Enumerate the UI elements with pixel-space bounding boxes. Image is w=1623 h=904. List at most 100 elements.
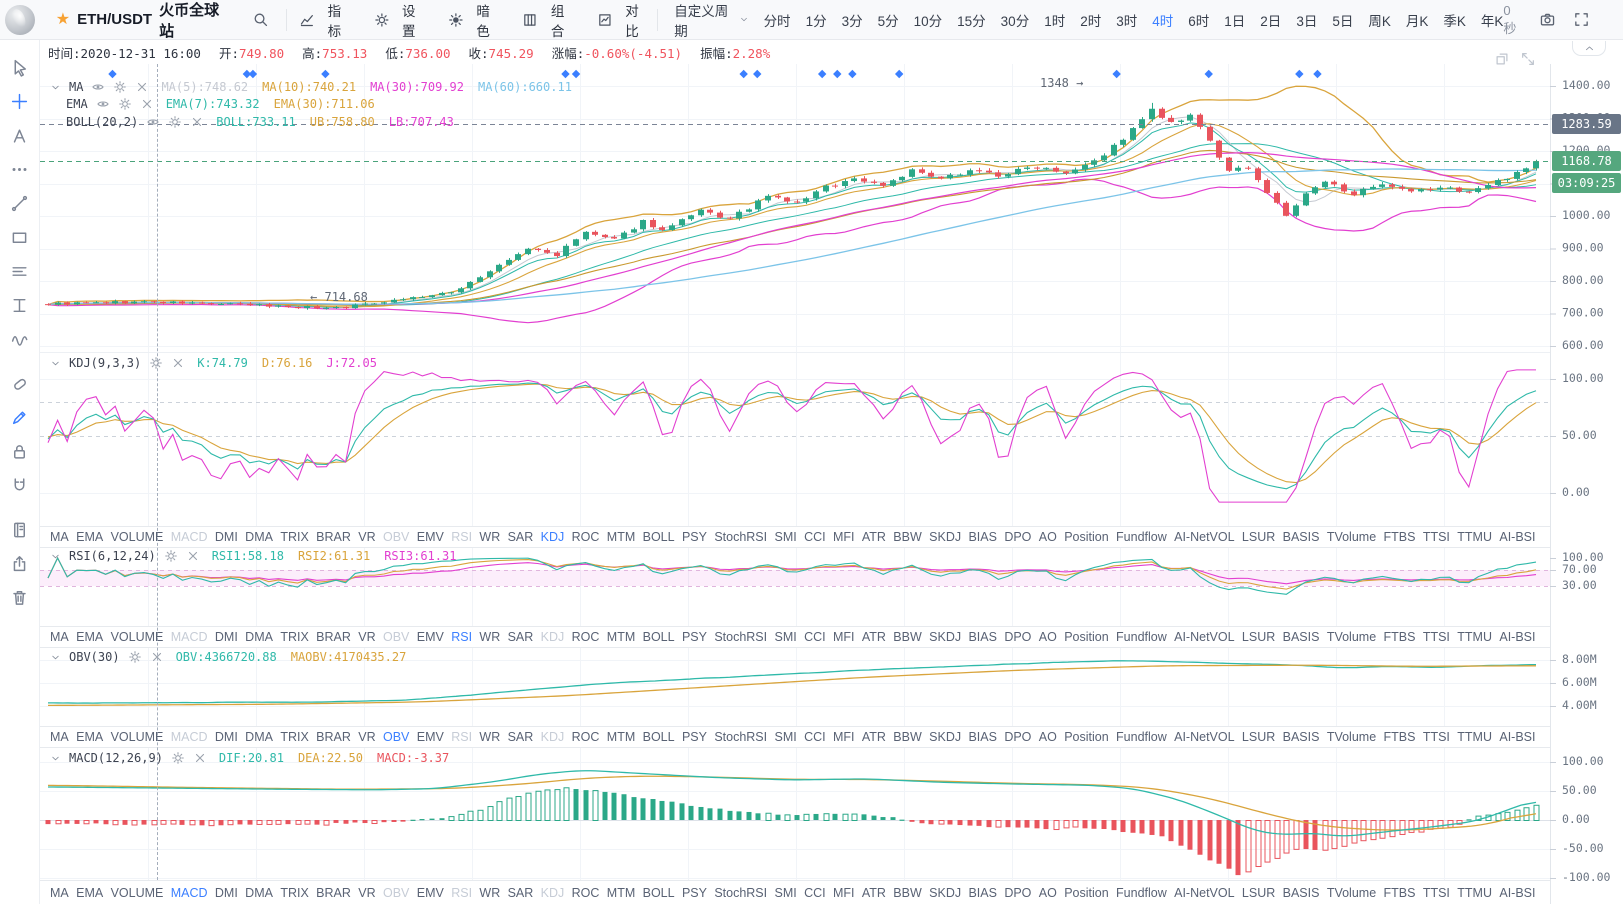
menu-theme[interactable]: 暗色: [448, 0, 496, 40]
tab-brar[interactable]: BRAR: [316, 885, 351, 900]
tab-tvolume[interactable]: TVolume: [1326, 630, 1377, 644]
tab-ema[interactable]: EMA: [76, 885, 104, 900]
legend-name[interactable]: KDJ(9,3,3): [69, 356, 142, 370]
tab-mfi[interactable]: MFI: [832, 730, 855, 744]
tab-ema[interactable]: EMA: [76, 530, 104, 544]
tab-ttmu[interactable]: TTMU: [1457, 630, 1492, 644]
tab-atr[interactable]: ATR: [861, 530, 886, 544]
tab-ai-bsi[interactable]: AI-BSI: [1499, 885, 1536, 900]
timeframe-分时[interactable]: 分时: [763, 13, 791, 29]
tab-fundflow[interactable]: Fundflow: [1116, 530, 1167, 544]
tab-bias[interactable]: BIAS: [968, 530, 997, 544]
tab-obv[interactable]: OBV: [382, 730, 410, 744]
tab-rsi[interactable]: RSI: [451, 630, 473, 644]
tab-ftbs[interactable]: FTBS: [1383, 730, 1416, 744]
tab-vr[interactable]: VR: [358, 730, 376, 744]
tab-dmi[interactable]: DMI: [214, 530, 238, 544]
tab-sar[interactable]: SAR: [507, 530, 534, 544]
indicator-settings-icon[interactable]: [164, 549, 178, 563]
tab-fundflow[interactable]: Fundflow: [1116, 730, 1167, 744]
tab-tvolume[interactable]: TVolume: [1326, 530, 1377, 544]
tab-skdj[interactable]: SKDJ: [929, 730, 962, 744]
timeframe-3日[interactable]: 3日: [1296, 13, 1318, 29]
tab-psy[interactable]: PSY: [681, 530, 707, 544]
tab-atr[interactable]: ATR: [861, 885, 886, 900]
tab-rsi[interactable]: RSI: [451, 530, 473, 544]
pen-tool[interactable]: [7, 406, 33, 428]
tab-skdj[interactable]: SKDJ: [929, 885, 962, 900]
timeframe-15分[interactable]: 15分: [957, 13, 986, 29]
tab-brar[interactable]: BRAR: [316, 730, 351, 744]
tab-kdj[interactable]: KDJ: [540, 730, 565, 744]
tab-smi[interactable]: SMI: [774, 530, 797, 544]
tab-vr[interactable]: VR: [358, 885, 376, 900]
tab-trix[interactable]: TRIX: [280, 730, 309, 744]
tab-boll[interactable]: BOLL: [642, 730, 675, 744]
tab-emv[interactable]: EMV: [416, 530, 444, 544]
tab-mfi[interactable]: MFI: [832, 885, 855, 900]
remove-indicator-icon[interactable]: [135, 80, 149, 94]
remove-indicator-icon[interactable]: [193, 751, 207, 765]
tab-skdj[interactable]: SKDJ: [929, 630, 962, 644]
tab-boll[interactable]: BOLL: [642, 630, 675, 644]
timeframe-4时[interactable]: 4时: [1152, 13, 1174, 29]
indicator-settings-icon[interactable]: [149, 356, 163, 370]
tab-rsi[interactable]: RSI: [451, 730, 473, 744]
tab-mtm[interactable]: MTM: [606, 630, 636, 644]
timeframe-2日[interactable]: 2日: [1260, 13, 1282, 29]
crosshair-tool[interactable]: [7, 90, 33, 112]
tab-ttmu[interactable]: TTMU: [1457, 885, 1492, 900]
tab-ttsi[interactable]: TTSI: [1422, 530, 1450, 544]
tab-macd[interactable]: MACD: [170, 885, 208, 900]
tab-dma[interactable]: DMA: [245, 885, 273, 900]
tab-wr[interactable]: WR: [479, 885, 501, 900]
tab-ttsi[interactable]: TTSI: [1422, 730, 1450, 744]
tab-ai-netvol[interactable]: AI-NetVOL: [1174, 530, 1235, 544]
indicator-settings-icon[interactable]: [168, 115, 182, 129]
tab-ao[interactable]: AO: [1038, 730, 1057, 744]
rectangle-tool[interactable]: [7, 226, 33, 248]
tab-stochrsi[interactable]: StochRSI: [714, 630, 768, 644]
tab-atr[interactable]: ATR: [861, 730, 886, 744]
tab-ttmu[interactable]: TTMU: [1457, 530, 1492, 544]
legend-name[interactable]: OBV(30): [69, 650, 120, 664]
tab-bbw[interactable]: BBW: [893, 530, 922, 544]
cursor-tool[interactable]: [7, 56, 33, 78]
timeframe-1日[interactable]: 1日: [1224, 13, 1246, 29]
notebook-tool[interactable]: [7, 518, 33, 540]
timeframe-10分[interactable]: 10分: [913, 13, 943, 29]
menu-compare[interactable]: 对比: [597, 0, 645, 40]
custom-period-dropdown[interactable]: 自定义周期: [674, 0, 748, 40]
tab-obv[interactable]: OBV: [382, 630, 410, 644]
channel-tool[interactable]: [7, 260, 33, 282]
tab-volume[interactable]: VOLUME: [110, 530, 164, 544]
tab-dmi[interactable]: DMI: [214, 630, 238, 644]
tab-vr[interactable]: VR: [358, 530, 376, 544]
search-button[interactable]: [247, 6, 275, 34]
tab-cci[interactable]: CCI: [804, 630, 826, 644]
measure-tool[interactable]: [7, 158, 33, 180]
tab-cci[interactable]: CCI: [804, 730, 826, 744]
tab-boll[interactable]: BOLL: [642, 885, 675, 900]
tab-kdj[interactable]: KDJ: [540, 885, 565, 900]
tab-trix[interactable]: TRIX: [280, 630, 309, 644]
timeframe-季K[interactable]: 季K: [1443, 13, 1466, 29]
tab-ttsi[interactable]: TTSI: [1422, 885, 1450, 900]
timeframe-5日[interactable]: 5日: [1332, 13, 1354, 29]
tab-atr[interactable]: ATR: [861, 630, 886, 644]
tab-smi[interactable]: SMI: [774, 885, 797, 900]
tab-trix[interactable]: TRIX: [280, 885, 309, 900]
tab-ai-netvol[interactable]: AI-NetVOL: [1174, 885, 1235, 900]
remove-indicator-icon[interactable]: [186, 549, 200, 563]
tab-roc[interactable]: ROC: [571, 630, 600, 644]
tab-sar[interactable]: SAR: [507, 730, 534, 744]
timeframe-3分[interactable]: 3分: [841, 13, 863, 29]
symbol-header[interactable]: ★ ETH/USDT 火币全球站: [56, 0, 233, 41]
tab-mtm[interactable]: MTM: [606, 730, 636, 744]
favorite-star-icon[interactable]: ★: [55, 10, 71, 28]
visibility-toggle-icon[interactable]: [96, 97, 110, 111]
tab-lsur[interactable]: LSUR: [1241, 630, 1276, 644]
tab-obv[interactable]: OBV: [382, 530, 410, 544]
tab-lsur[interactable]: LSUR: [1241, 530, 1276, 544]
tab-ftbs[interactable]: FTBS: [1383, 530, 1416, 544]
